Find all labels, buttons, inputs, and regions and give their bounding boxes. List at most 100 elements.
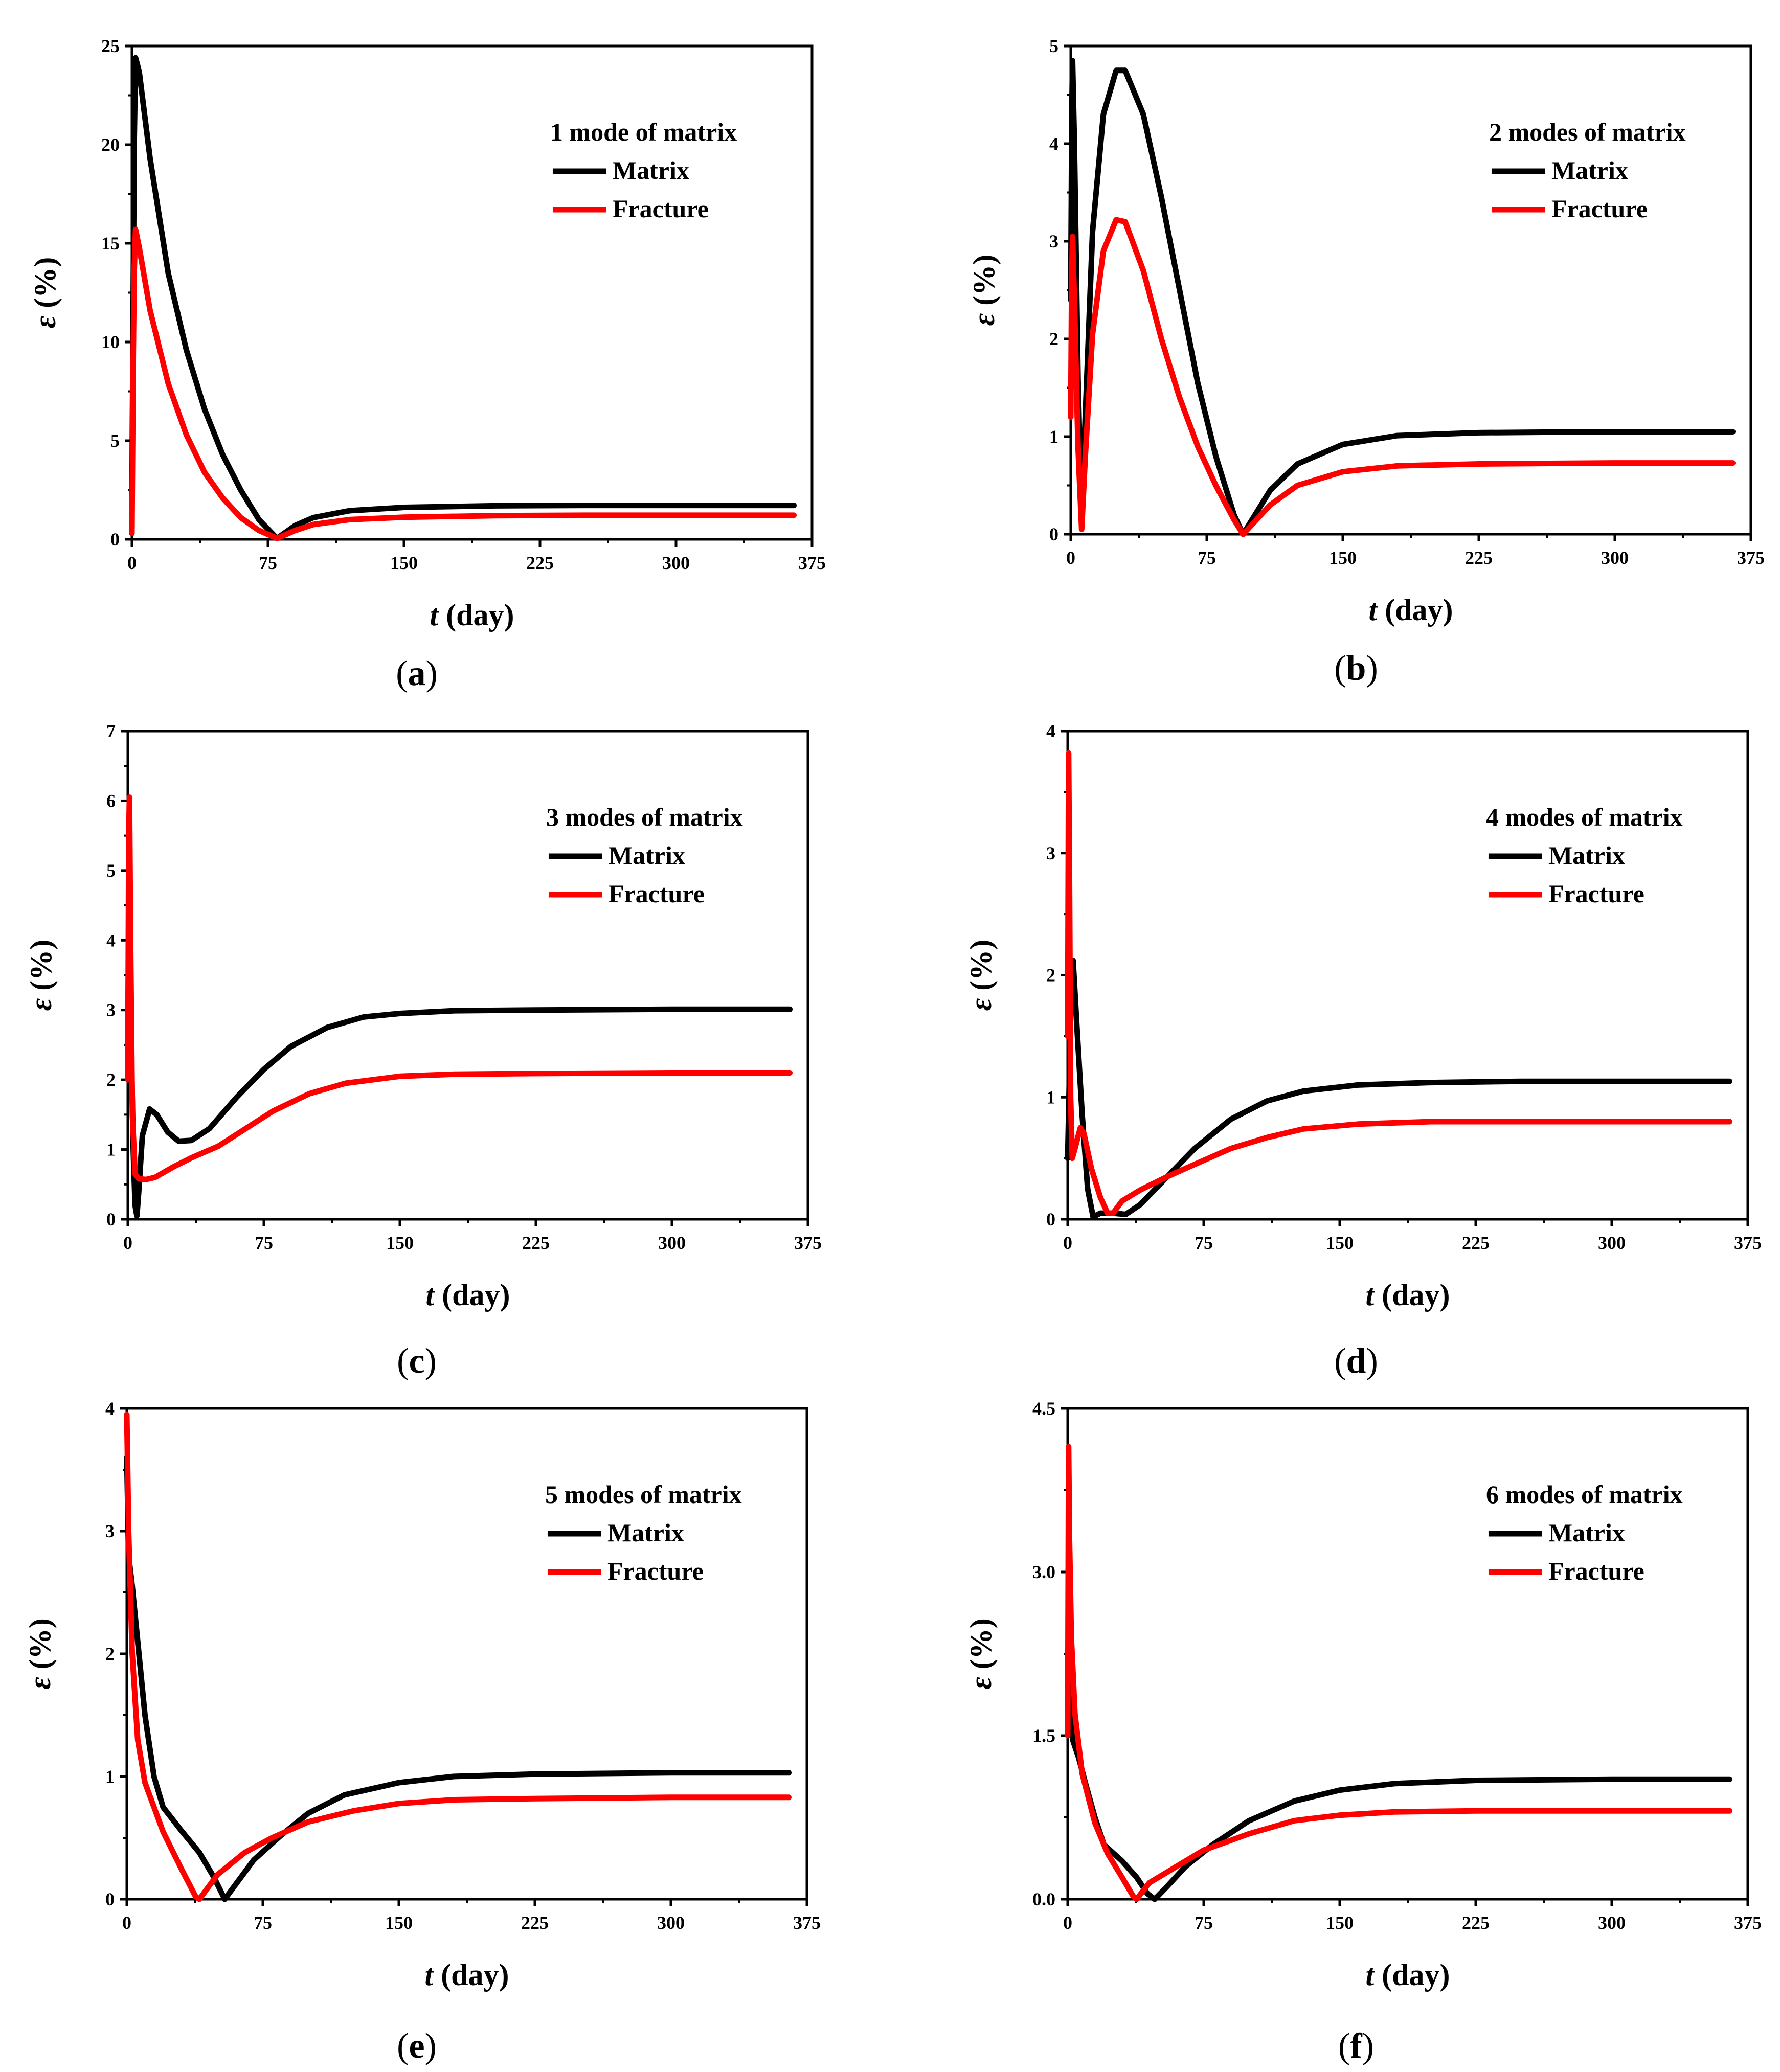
y-tick-label: 1 xyxy=(105,1766,115,1787)
x-axis-variable: t xyxy=(425,1278,435,1312)
chart-panel-e: 0 75 150 225 300 375 0 1 2 3 4 5 modes of matrix Mat… xyxy=(23,1398,821,2066)
x-tick-label: 225 xyxy=(521,1912,549,1933)
caption-close-paren: ) xyxy=(426,654,438,693)
caption-close-paren: ) xyxy=(1366,649,1378,688)
series-line-matrix xyxy=(124,1454,792,1902)
caption-close-paren: ) xyxy=(425,1341,437,1381)
y-axis-unit: (%) xyxy=(23,1618,57,1677)
legend-label-fracture: Fracture xyxy=(1548,1557,1644,1585)
x-tick-label: 300 xyxy=(1598,1233,1626,1253)
panel-caption: (d) xyxy=(1334,1341,1378,1381)
x-tick-label: 150 xyxy=(386,1233,414,1253)
x-tick-label: 150 xyxy=(390,553,418,573)
caption-close-paren: ) xyxy=(1362,2027,1374,2066)
series-line-fracture xyxy=(1065,1444,1732,1902)
legend-label-fracture: Fracture xyxy=(609,879,705,908)
x-tick-label: 375 xyxy=(798,553,826,573)
legend-title: 4 modes of matrix xyxy=(1486,803,1683,831)
x-tick-label: 375 xyxy=(794,1233,822,1253)
caption-open-paren: ( xyxy=(1334,1341,1346,1381)
legend-label-fracture: Fracture xyxy=(1551,194,1648,223)
series-line-fracture xyxy=(125,794,793,1182)
y-tick-label: 2 xyxy=(106,1069,116,1090)
y-tick-label: 1 xyxy=(1049,426,1058,447)
series-line-matrix xyxy=(1065,958,1732,1220)
y-axis-unit: (%) xyxy=(964,1618,998,1677)
legend-label-matrix: Matrix xyxy=(1548,1518,1625,1547)
y-tick-label: 4 xyxy=(1049,133,1058,154)
y-tick-label: 1 xyxy=(106,1140,116,1160)
y-tick-label: 4.5 xyxy=(1032,1398,1055,1419)
x-axis-unit: (day) xyxy=(1377,593,1453,627)
y-tick-label: 4 xyxy=(1046,721,1055,741)
x-tick-label: 300 xyxy=(1598,1912,1626,1933)
x-axis-title: t (day) xyxy=(1365,1958,1450,1992)
caption-letter: d xyxy=(1346,1341,1366,1381)
y-axis-unit: (%) xyxy=(967,255,1001,313)
y-tick-label: 5 xyxy=(1049,36,1058,56)
y-tick-label: 0 xyxy=(1046,1209,1055,1229)
x-tick-label: 0 xyxy=(123,1233,132,1253)
series-line-fracture xyxy=(1065,750,1732,1216)
x-tick-label: 75 xyxy=(1198,548,1216,568)
caption-open-paren: ( xyxy=(1334,649,1346,688)
chart-panel-d: 0 75 150 225 300 375 0 1 2 3 4 4 modes of matrix Mat… xyxy=(964,721,1762,1381)
caption-close-paren: ) xyxy=(425,2027,437,2066)
y-tick-label: 0 xyxy=(110,529,120,550)
panel-caption: (b) xyxy=(1334,649,1378,688)
legend-label-matrix: Matrix xyxy=(613,156,689,185)
caption-open-paren: ( xyxy=(396,654,408,693)
caption-letter: e xyxy=(409,2027,424,2066)
y-tick-label: 5 xyxy=(106,860,116,881)
x-tick-label: 0 xyxy=(1063,1912,1072,1933)
chart-panel-a: 0 75 150 225 300 375 0 5 10 15 20 25 1 mode of matri… xyxy=(28,36,826,693)
panel-caption: (f) xyxy=(1338,2027,1374,2066)
y-tick-label: 2 xyxy=(1049,329,1058,349)
x-tick-label: 375 xyxy=(793,1912,821,1933)
y-axis-unit: (%) xyxy=(28,257,62,316)
x-tick-label: 75 xyxy=(259,553,277,573)
y-tick-label: 2 xyxy=(105,1644,115,1664)
x-axis-variable: t xyxy=(1368,593,1378,627)
x-axis-variable: t xyxy=(1365,1278,1375,1312)
y-tick-label: 10 xyxy=(101,332,120,352)
x-axis-variable: t xyxy=(424,1958,434,1992)
caption-letter: a xyxy=(408,654,426,693)
x-tick-label: 0 xyxy=(1063,1233,1072,1253)
legend-label-fracture: Fracture xyxy=(613,194,709,223)
x-tick-label: 150 xyxy=(1326,1233,1354,1253)
x-axis-variable: t xyxy=(1365,1958,1375,1992)
caption-letter: f xyxy=(1350,2027,1362,2066)
legend-label-fracture: Fracture xyxy=(1548,879,1644,908)
x-tick-label: 300 xyxy=(662,553,690,573)
y-tick-label: 7 xyxy=(106,721,116,741)
y-tick-label: 1 xyxy=(1046,1087,1055,1107)
x-axis-title: t (day) xyxy=(424,1958,509,1992)
y-tick-label: 4 xyxy=(106,930,116,950)
series-line-fracture xyxy=(129,226,797,541)
series-line-fracture xyxy=(1068,217,1736,537)
x-tick-label: 75 xyxy=(255,1233,273,1253)
x-tick-label: 150 xyxy=(1329,548,1357,568)
x-axis-title: t (day) xyxy=(430,598,514,632)
y-tick-label: 0 xyxy=(105,1889,115,1909)
x-axis-title: t (day) xyxy=(1365,1278,1450,1312)
x-tick-label: 300 xyxy=(657,1912,685,1933)
x-tick-label: 225 xyxy=(522,1233,550,1253)
y-axis-variable: ε xyxy=(24,998,58,1011)
y-tick-label: 20 xyxy=(101,134,120,155)
x-tick-label: 0 xyxy=(122,1912,131,1933)
x-tick-label: 0 xyxy=(127,553,137,573)
chart-panel-b: 0 75 150 225 300 375 0 1 2 3 4 5 2 modes of matrix Ma… xyxy=(967,36,1765,688)
series-line-matrix xyxy=(1065,1678,1732,1902)
legend-title: 2 modes of matrix xyxy=(1489,118,1686,146)
y-axis-variable: ε xyxy=(967,313,1001,326)
caption-open-paren: ( xyxy=(397,2027,409,2066)
y-axis-unit: (%) xyxy=(24,940,58,998)
legend-title: 3 modes of matrix xyxy=(546,803,743,831)
x-tick-label: 75 xyxy=(254,1912,272,1933)
y-axis-variable: ε xyxy=(964,998,998,1011)
x-axis-unit: (day) xyxy=(1374,1958,1450,1992)
y-axis-variable: ε xyxy=(28,315,62,328)
